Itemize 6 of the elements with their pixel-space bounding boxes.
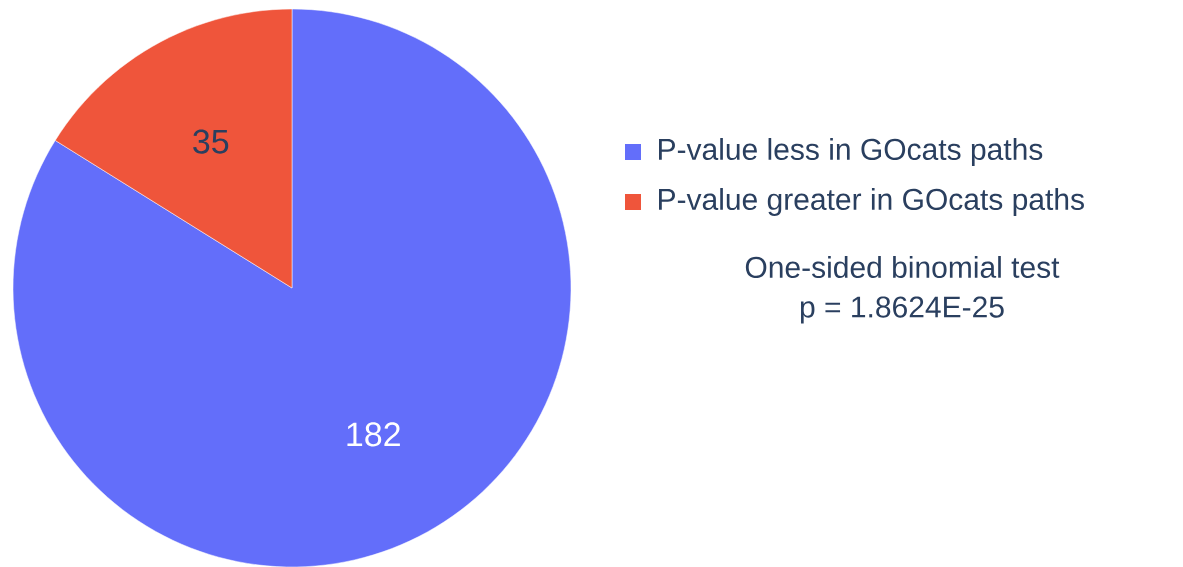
- data-label: 35: [193, 129, 229, 154]
- text: One-sided binomial test: [745, 255, 1060, 278]
- legend-label: P-value less in GOcats paths: [659, 137, 1043, 166]
- text: p = 1.8624E-25: [800, 296, 1004, 324]
- data-label: 182: [347, 422, 400, 447]
- legend-label: P-value greater in GOcats paths: [659, 187, 1084, 216]
